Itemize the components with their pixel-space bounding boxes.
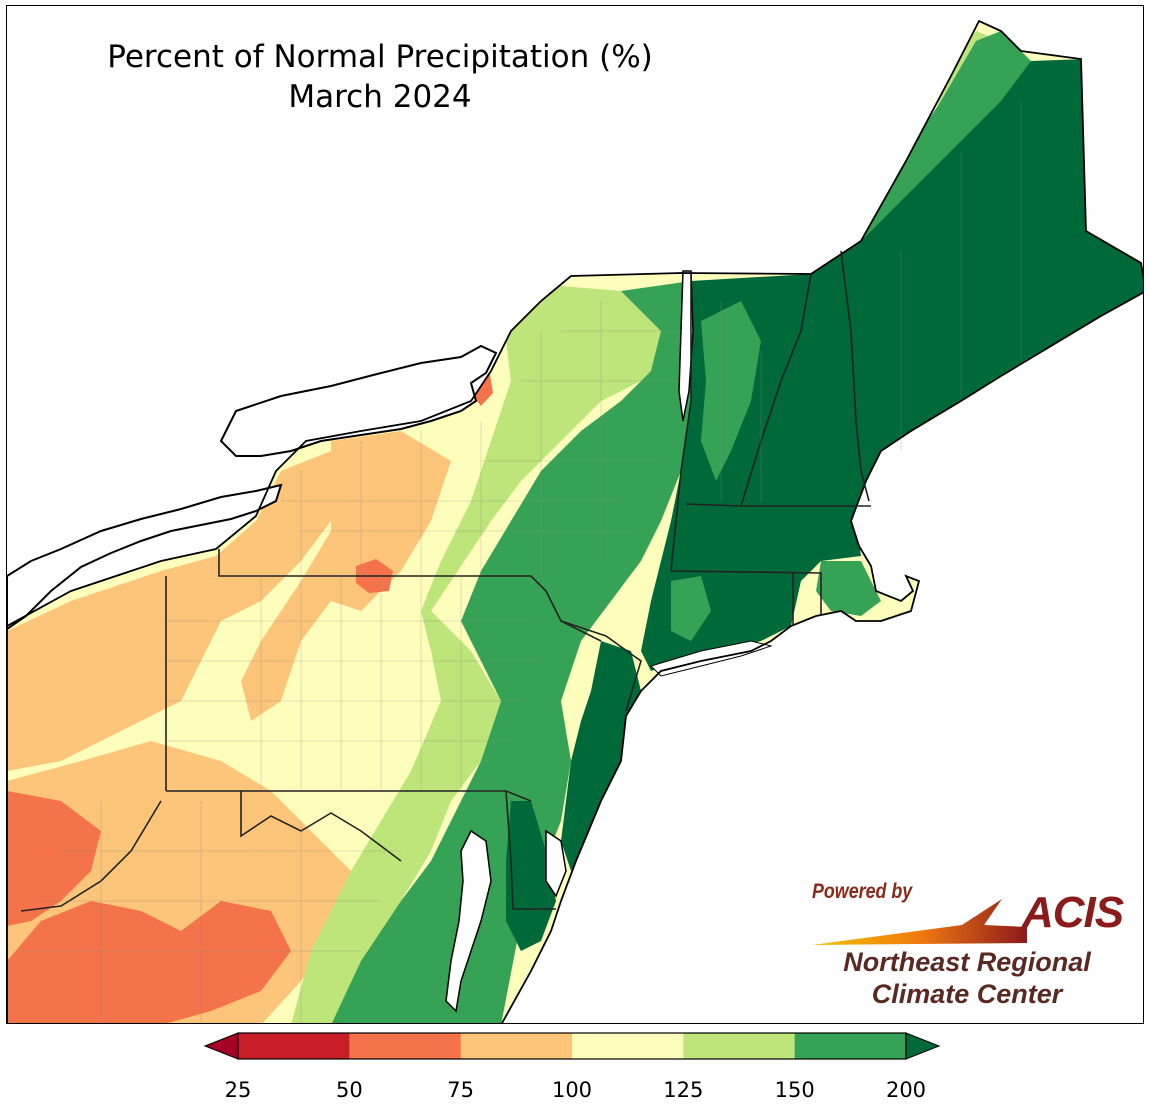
colorbar-tick-label: 125 — [663, 1078, 704, 1102]
colorbar-tick-label: 200 — [885, 1078, 927, 1102]
colorbar-bin — [238, 1033, 350, 1059]
border-de — [505, 790, 556, 910]
state-borders — [20, 250, 871, 912]
colorbar-tick-label: 50 — [335, 1078, 363, 1102]
region-over-200-delmarva — [506, 801, 556, 951]
region-over-200-nj — [561, 641, 641, 871]
map-subtitle: March 2024 — [288, 79, 472, 115]
logo-powered-by: Powered by — [812, 880, 913, 903]
region-over-200-nh-patch — [701, 301, 761, 481]
colorbar-tick-label: 150 — [774, 1078, 815, 1102]
colorbar-bin — [794, 1033, 907, 1059]
border-vt-nh — [740, 273, 812, 507]
logo-org-line2: Climate Center — [871, 979, 1063, 1009]
delaware-bay — [545, 829, 567, 898]
colorbar-bin — [572, 1033, 684, 1059]
region-150-200-maine — [831, 31, 1031, 271]
lake-ontario — [219, 344, 498, 457]
region-over-200-newengland — [641, 59, 1143, 671]
precipitation-map — [7, 20, 1143, 1023]
colorbar — [203, 1032, 941, 1060]
border-ma-ct-ri — [670, 570, 822, 616]
county-lines — [21, 101, 1022, 1023]
border-nh-me — [840, 250, 870, 502]
region-75-100-west — [7, 451, 361, 771]
colorbar-bin — [460, 1033, 573, 1059]
border-vt-ny — [670, 273, 692, 572]
lake-erie — [7, 483, 283, 631]
colorbar-frame — [237, 1032, 907, 1060]
colorbar-bin — [349, 1033, 462, 1059]
logo-org-line1: Northeast Regional — [843, 947, 1091, 977]
map-panel — [6, 5, 1144, 1024]
colorbar-tick-label: 100 — [551, 1078, 593, 1102]
region-125-150-ny — [291, 286, 671, 1023]
border-ma-north — [685, 503, 871, 507]
logo-swoosh-icon — [812, 899, 1027, 945]
colorbar-tick-label: 25 — [224, 1078, 252, 1102]
colorbar-bin — [683, 1033, 796, 1059]
logo-brand: ACIS — [1022, 888, 1124, 937]
border-ny-pa — [218, 549, 602, 642]
region-150-200-capecod — [816, 561, 881, 616]
border-nj-ny — [560, 620, 642, 712]
colorbar-under-arrow — [203, 1032, 239, 1060]
colorbar-over-arrow — [905, 1032, 941, 1060]
map-title: Percent of Normal Precipitation (%) — [107, 39, 653, 75]
colorbar-tick-label: 75 — [447, 1078, 475, 1102]
chesapeake-bay — [445, 829, 492, 1013]
colorbar-bins — [238, 1033, 907, 1059]
region-50-75-wv — [7, 901, 291, 1023]
region-over-200-ct-patch — [671, 576, 711, 641]
region-50-75-southwest — [7, 791, 101, 926]
